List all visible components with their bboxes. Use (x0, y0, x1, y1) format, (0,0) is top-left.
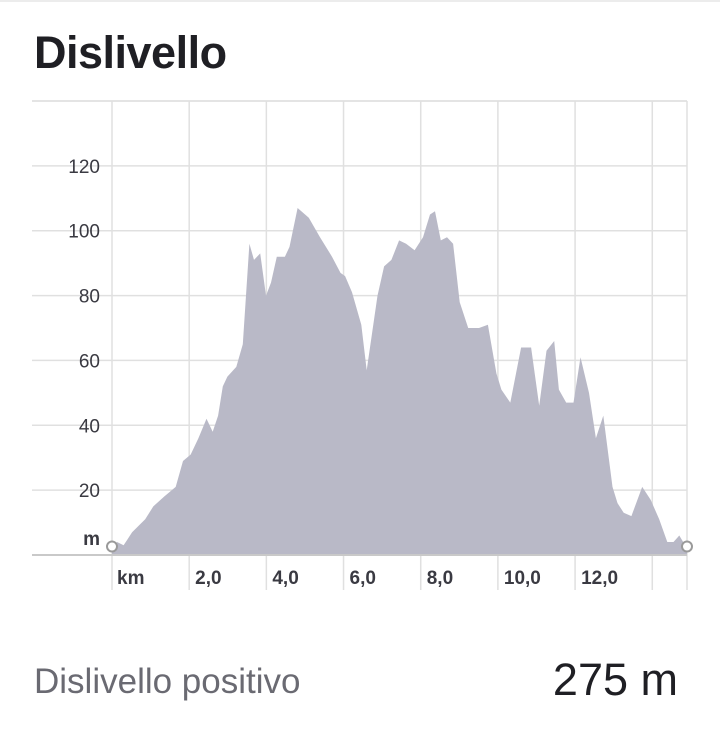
x-tick-label: 12,0 (581, 568, 618, 589)
page-title: Dislivello (34, 27, 227, 78)
x-tick-label: 2,0 (195, 568, 221, 589)
x-tick-label: 6,0 (350, 568, 376, 589)
x-tick-label: 10,0 (504, 568, 541, 589)
x-tick-label: 4,0 (272, 568, 298, 589)
elevation-chart-svg: 20 40 60 80 100 120 m 2,0 4,0 6,0 8,0 10,0 12,0 km (32, 100, 693, 590)
start-point-marker (106, 540, 118, 553)
elevation-area (112, 208, 687, 555)
y-tick-label: 80 (79, 287, 100, 308)
elevation-gain-value: 275 m (552, 654, 678, 705)
end-point-marker (681, 540, 693, 553)
elevation-gain-label: Dislivello positivo (34, 662, 301, 701)
y-tick-label: 40 (79, 416, 100, 437)
elevation-chart: 20 40 60 80 100 120 m 2,0 4,0 6,0 8,0 10,0 12,0 km (32, 100, 693, 590)
top-divider (0, 0, 720, 2)
elevation-gain-row: Dislivello positivo 275 m (34, 652, 678, 708)
y-axis-unit-label: m (83, 529, 100, 550)
y-tick-label: 100 (68, 222, 100, 243)
y-tick-label: 120 (68, 157, 100, 178)
x-axis-unit-label: km (117, 568, 144, 589)
y-tick-label: 20 (79, 481, 100, 502)
y-tick-label: 60 (79, 351, 100, 372)
x-tick-label: 8,0 (427, 568, 453, 589)
